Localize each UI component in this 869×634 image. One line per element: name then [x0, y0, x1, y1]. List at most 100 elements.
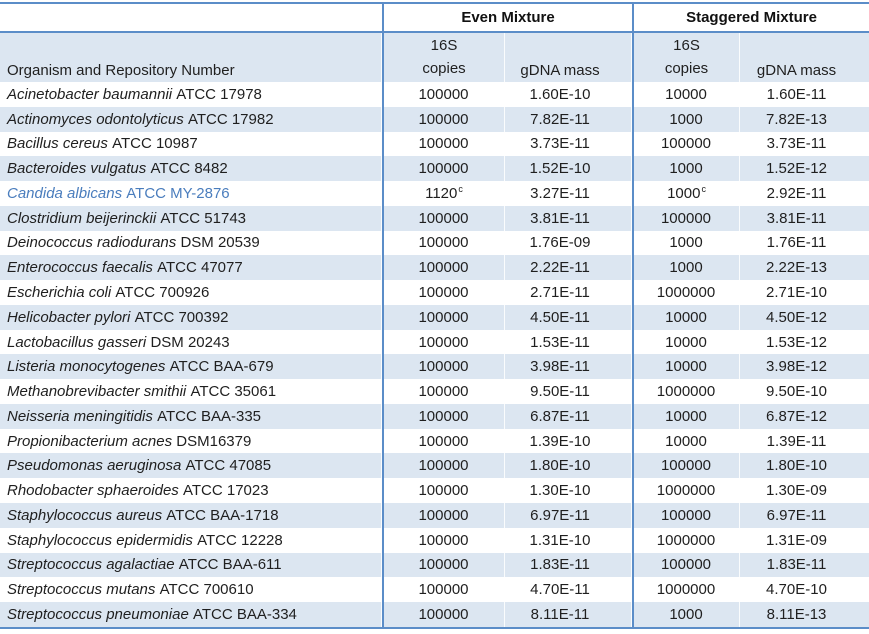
even-gdna-mass-cell: 1.52E-10 [505, 156, 632, 182]
organism-name: Bacteroides vulgatus [7, 160, 147, 178]
group-header-row: Even Mixture Staggered Mixture [0, 4, 869, 33]
staggered-16s-copies-cell: 1000 [632, 602, 740, 627]
header-copies-label: copies [664, 60, 709, 77]
even-16s-copies-value: 100000 [418, 85, 469, 103]
staggered-gdna-mass-cell: 1.60E-11 [740, 82, 869, 107]
even-16s-copies-cell: 100000 [382, 156, 505, 182]
staggered-gdna-mass-value: 8.11E-13 [766, 605, 827, 623]
even-gdna-mass-cell: 1.53E-11 [505, 329, 632, 355]
table-row: Bacillus cereus ATCC 10987 100000 3.73E-1… [0, 131, 869, 157]
staggered-16s-copies-cell: 10000 [632, 428, 740, 454]
staggered-16s-copies-cell: 100000 [632, 552, 740, 578]
repository-number: ATCC 8482 [150, 160, 228, 178]
repository-number: ATCC 10987 [112, 135, 198, 153]
even-16s-copies-value: 100000 [418, 308, 469, 326]
even-gdna-mass-value: 3.27E-11 [530, 184, 590, 202]
staggered-16s-copies-cell: 1000000 [632, 478, 740, 504]
even-16s-copies-cell: 100000 [382, 230, 505, 256]
even-gdna-mass-value: 1.76E-09 [529, 234, 591, 252]
even-16s-copies-value: 100000 [418, 333, 469, 351]
even-gdna-mass-value: 2.71E-11 [530, 284, 590, 301]
even-16s-copies-cell: 100000 [382, 329, 505, 355]
group-header-organism-spacer [0, 4, 382, 31]
staggered-16s-copies-value: 100000 [660, 457, 712, 475]
staggered-gdna-mass-cell: 1.30E-09 [740, 478, 869, 503]
staggered-16s-copies-value: 1000000 [656, 581, 716, 599]
even-16s-copies-value: 100000 [418, 234, 469, 252]
organism-name: Actinomyces odontolyticus [7, 110, 184, 128]
organism-name: Deinococcus radiodurans [7, 234, 177, 252]
organism-name: Acinetobacter baumannii [7, 85, 173, 103]
staggered-16s-copies-cell: 1000 [632, 106, 740, 132]
even-16s-copies-value: 100000 [418, 383, 469, 401]
staggered-16s-copies-value: 10000 [665, 85, 707, 103]
staggered-gdna-mass-value: 1.80E-10 [766, 457, 827, 475]
repository-number: ATCC 700610 [159, 581, 254, 599]
staggered-gdna-mass-cell: 1.52E-12 [740, 156, 869, 181]
repository-number: ATCC MY-2876 [126, 184, 230, 202]
organism-name: Streptococcus pneumoniae [7, 605, 189, 623]
even-gdna-mass-value: 1.30E-10 [529, 482, 591, 500]
staggered-16s-copies-value: 1000 [669, 259, 703, 277]
staggered-16s-copies-value: 1000 [667, 184, 701, 202]
even-16s-copies-cell: 100000 [382, 453, 505, 479]
organism-name: Lactobacillus gasseri [7, 333, 147, 351]
organism-name: Escherichia coli [7, 284, 112, 301]
staggered-gdna-mass-cell: 3.98E-12 [740, 354, 869, 379]
repository-number: ATCC BAA-335 [157, 407, 262, 425]
even-gdna-mass-value: 3.73E-11 [530, 135, 590, 153]
even-16s-copies-cell: 100000 [382, 82, 505, 107]
repository-number: ATCC 17982 [187, 110, 274, 128]
even-gdna-mass-cell: 4.70E-11 [505, 577, 632, 603]
even-gdna-mass-cell: 3.98E-11 [505, 354, 632, 380]
header-copies-label: copies [422, 60, 466, 77]
table-row: Staphylococcus aureus ATCC BAA-1718 10000… [0, 503, 869, 528]
even-16s-copies-cell: 100000 [382, 205, 505, 231]
table-row: Acinetobacter baumannii ATCC 17978 100000… [0, 82, 869, 107]
staggered-16s-copies-cell: 1000000 [632, 577, 740, 603]
organism-name: Streptococcus agalactiae [7, 556, 175, 574]
staggered-16s-copies-value: 10000 [665, 407, 707, 425]
even-gdna-mass-value: 1.52E-10 [529, 160, 591, 178]
staggered-16s-copies-cell: 100000 [632, 503, 740, 528]
staggered-gdna-mass-cell: 3.73E-11 [740, 132, 869, 157]
even-16s-copies-value: 100000 [418, 605, 469, 623]
table-row: Clostridium beijerinckii ATCC 51743 10000… [0, 205, 869, 231]
repository-number: ATCC 47085 [185, 457, 272, 475]
organism-name: Candida albicans [7, 184, 123, 202]
staggered-gdna-mass-value: 4.70E-10 [766, 581, 827, 599]
even-gdna-mass-value: 1.80E-10 [529, 457, 591, 475]
even-16s-copies-cell: 100000 [382, 503, 505, 528]
even-gdna-mass-value: 6.87E-11 [530, 407, 590, 425]
even-gdna-mass-value: 1.53E-11 [530, 333, 590, 351]
staggered-16s-copies-cell: 10000 [632, 82, 740, 107]
staggered-16s-copies-cell: 10000 [632, 354, 740, 380]
table-row: Escherichia coli ATCC 700926 100000 2.71E… [0, 280, 869, 305]
even-16s-copies-value: 100000 [418, 284, 469, 301]
staggered-gdna-mass-cell: 1.80E-10 [740, 453, 869, 478]
staggered-gdna-mass-value: 2.71E-10 [766, 284, 827, 301]
even-gdna-mass-value: 1.39E-10 [529, 432, 591, 450]
staggered-gdna-mass-value: 1.52E-12 [766, 160, 827, 178]
staggered-16s-copies-value: 10000 [665, 333, 707, 351]
table-row: Enterococcus faecalis ATCC 47077 100000 2… [0, 255, 869, 281]
even-16s-copies-cell: 100000 [382, 552, 505, 578]
organism-cell: Escherichia coli ATCC 700926 [0, 280, 382, 305]
even-16s-copies-cell: 100000 [382, 403, 505, 429]
staggered-16s-copies-cell: 1000000 [632, 527, 740, 553]
even-16s-copies-value: 100000 [418, 259, 469, 277]
staggered-gdna-mass-cell: 1.39E-11 [740, 429, 869, 454]
even-gdna-mass-cell: 2.22E-11 [505, 255, 632, 281]
organism-cell: Acinetobacter baumannii ATCC 17978 [0, 82, 382, 107]
staggered-16s-copies-value: 100000 [660, 209, 712, 227]
staggered-gdna-mass-cell: 8.11E-13 [740, 602, 869, 627]
staggered-gdna-mass-cell: 6.97E-11 [740, 503, 869, 528]
column-header-even-16s-copies: 16S copies [382, 33, 505, 82]
staggered-gdna-mass-value: 2.92E-11 [766, 184, 827, 202]
even-16s-copies-cell: 100000 [382, 379, 505, 404]
staggered-gdna-mass-value: 4.50E-12 [766, 308, 827, 326]
organism-cell: Streptococcus pneumoniae ATCC BAA-334 [0, 602, 382, 627]
staggered-gdna-mass-cell: 1.31E-09 [740, 528, 869, 553]
organism-cell: Staphylococcus aureus ATCC BAA-1718 [0, 503, 382, 528]
